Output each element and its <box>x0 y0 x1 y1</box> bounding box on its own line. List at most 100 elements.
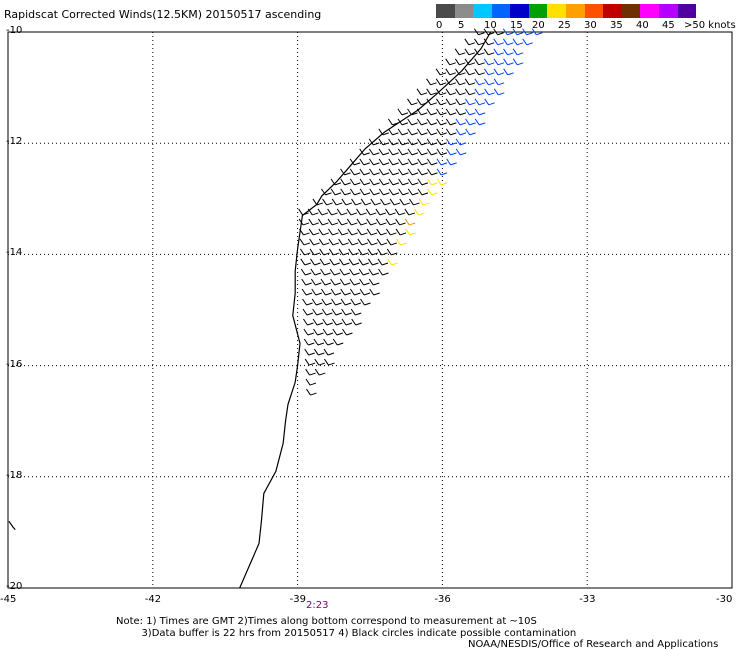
wind-barb <box>378 148 390 156</box>
wind-barb <box>378 178 390 186</box>
colorbar-cell <box>603 4 622 18</box>
wind-barb <box>407 128 418 136</box>
lat-tick-label: -14 <box>6 247 23 259</box>
wind-barb <box>436 148 448 156</box>
wind-barb <box>502 28 514 36</box>
wind-barb <box>369 178 380 186</box>
wind-barb <box>313 348 325 356</box>
wind-barb <box>398 168 409 176</box>
wind-barb <box>436 168 448 176</box>
wind-barb <box>324 358 335 366</box>
wind-barb <box>503 48 514 56</box>
island <box>8 520 16 531</box>
wind-barb <box>341 308 352 316</box>
lon-tick-label: -39 <box>289 594 306 605</box>
wind-barb <box>312 318 324 326</box>
credit-text: NOAA/NESDIS/Office of Research and Appli… <box>468 639 719 650</box>
wind-barb <box>330 178 342 186</box>
wind-barb <box>307 208 319 216</box>
wind-barb <box>377 248 388 256</box>
colorbar-label: 40 <box>636 20 649 31</box>
wind-barb <box>339 268 351 276</box>
wind-barb <box>426 118 438 126</box>
wind-barb <box>366 228 378 236</box>
wind-barb <box>338 248 350 256</box>
wind-barb <box>512 38 524 46</box>
wind-barb <box>493 58 505 66</box>
time-label: 2:23 <box>306 600 329 611</box>
wind-barb <box>298 218 310 226</box>
wind-barb <box>299 248 311 256</box>
wind-barb <box>338 238 349 246</box>
wind-barb <box>397 138 409 146</box>
colorbar-cell <box>454 4 474 18</box>
wind-barb <box>522 28 533 36</box>
wind-barb <box>474 98 486 106</box>
wind-barb <box>331 198 343 206</box>
wind-barb <box>427 178 438 186</box>
wind-barb <box>377 258 389 266</box>
wind-barb <box>473 28 485 36</box>
wind-barb <box>305 378 317 386</box>
wind-barb <box>359 178 371 186</box>
wind-barb <box>318 238 330 246</box>
wind-barb <box>311 288 322 296</box>
wind-barb <box>493 28 504 36</box>
wind-barb <box>365 208 377 216</box>
wind-barb <box>328 228 339 236</box>
wind-barb <box>474 38 485 46</box>
wind-barb <box>314 368 326 376</box>
wind-barb <box>322 318 333 326</box>
wind-barb <box>301 288 313 296</box>
wind-barb <box>380 198 391 206</box>
colorbar-cell <box>584 4 604 18</box>
wind-barb <box>483 38 495 46</box>
wind-barb <box>359 158 370 166</box>
wind-barb <box>435 88 447 96</box>
lon-tick-label: -42 <box>144 594 162 605</box>
wind-barb <box>358 258 369 266</box>
wind-barb <box>299 228 310 236</box>
wind-barb <box>341 198 353 206</box>
colorbar-cell <box>436 4 455 18</box>
wind-barb <box>330 188 342 196</box>
colorbar-label: 5 <box>458 20 465 31</box>
wind-barb <box>474 118 486 126</box>
wind-barb <box>368 148 380 156</box>
wind-barb <box>321 308 333 316</box>
wind-barb <box>397 128 409 136</box>
wind-barb-layer <box>298 28 543 396</box>
wind-barb <box>304 348 315 356</box>
wind-barb <box>503 58 514 66</box>
wind-barb <box>356 208 367 216</box>
wind-barb <box>512 28 524 36</box>
wind-barb <box>426 98 437 106</box>
wind-barb <box>357 248 369 256</box>
wind-barb <box>331 318 343 326</box>
wind-barb <box>445 68 456 76</box>
wind-barb <box>436 98 447 106</box>
wind-barb <box>341 318 353 326</box>
wind-barb <box>356 218 368 226</box>
wind-barb <box>493 68 505 76</box>
wind-barb <box>445 128 457 136</box>
wind-barb <box>321 288 332 296</box>
lat-tick-label: -18 <box>6 469 23 481</box>
wind-barb <box>474 108 486 116</box>
wind-barb <box>388 158 399 166</box>
wind-barb <box>416 88 428 96</box>
wind-barb <box>417 148 428 156</box>
wind-barb <box>302 298 313 306</box>
wind-barb <box>319 248 330 256</box>
wind-barb <box>321 298 333 306</box>
wind-barb <box>395 218 406 226</box>
wind-barb <box>332 328 343 336</box>
wind-barb <box>349 288 361 296</box>
wind-barb <box>320 268 331 276</box>
wind-barb <box>417 188 429 196</box>
wind-barb <box>368 278 380 286</box>
wind-barb <box>512 58 524 66</box>
wind-barb <box>416 128 428 136</box>
colorbar-cell <box>491 4 511 18</box>
wind-barb <box>427 168 438 176</box>
